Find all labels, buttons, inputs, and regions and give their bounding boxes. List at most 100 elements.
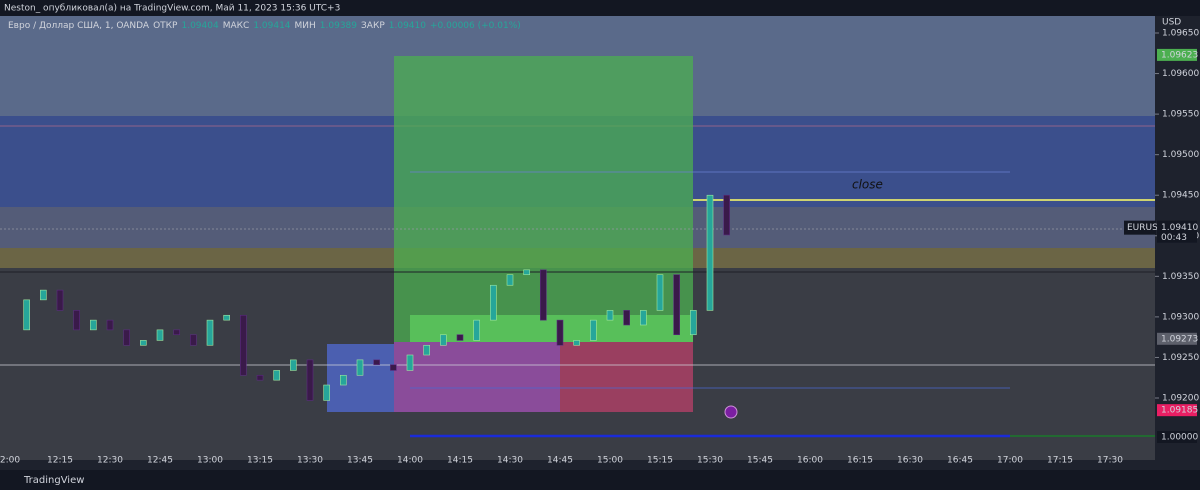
candle: [690, 310, 697, 336]
time-label: 17:30: [1097, 456, 1123, 466]
candle: [673, 274, 680, 336]
price-marker-label: 1.09273: [1161, 334, 1198, 344]
candle: [40, 289, 47, 301]
time-label: 17:00: [997, 456, 1023, 466]
price-label: 1.09350: [1162, 272, 1199, 282]
time-label: 12:15: [47, 456, 73, 466]
time-label: 2:00: [0, 456, 20, 466]
currency: USD: [1162, 18, 1181, 28]
price-marker-label: 1.09185: [1161, 406, 1198, 416]
candle: [73, 310, 80, 331]
legend-close-label: ЗАКР: [361, 21, 385, 31]
candle: [623, 310, 630, 326]
candle: [306, 359, 314, 401]
price-label: 1.09250: [1162, 353, 1199, 363]
price-label: 1.09650: [1162, 29, 1199, 39]
time-label: 13:15: [247, 456, 273, 466]
candle: [540, 269, 547, 321]
time-label: 15:00: [597, 456, 623, 466]
time-label: 15:45: [747, 456, 773, 466]
event-icon[interactable]: [724, 405, 738, 419]
current-price-box: [1157, 220, 1197, 243]
bottom-label: 1.00000: [1161, 433, 1198, 443]
candle: [390, 364, 397, 371]
price-marker: [1157, 48, 1197, 61]
candle: [656, 274, 664, 311]
legend-change: +0.00006 (+0.01%): [430, 21, 521, 31]
legend-low-label: МИН: [295, 21, 316, 31]
candle: [706, 194, 714, 311]
candle: [23, 299, 30, 331]
candle: [356, 359, 364, 376]
current-symbol-box: [1124, 220, 1156, 235]
legend-high: 1.09414: [253, 21, 290, 31]
candle: [373, 359, 380, 366]
price-label: 1.09450: [1162, 191, 1199, 201]
legend-open: 1.09404: [181, 21, 218, 31]
candle: [223, 314, 230, 321]
time-label: 16:30: [897, 456, 923, 466]
time-label: 15:15: [647, 456, 673, 466]
price-label: 1.09300: [1162, 312, 1199, 322]
legend-symbol: Евро / Доллар США, 1, OANDA: [8, 21, 150, 31]
time-label: 12:30: [97, 456, 123, 466]
candle: [640, 310, 647, 326]
price-label: 1.09600: [1162, 69, 1199, 79]
legend-open-label: ОТКР: [153, 21, 178, 31]
candle: [206, 319, 214, 346]
time-label: 16:45: [947, 456, 973, 466]
stop-zone-b: [560, 342, 693, 412]
candle: [523, 269, 530, 276]
price-label: 1.09500: [1162, 150, 1199, 160]
price-label: 1.09200: [1162, 394, 1199, 404]
candle: [190, 334, 197, 346]
candle: [573, 340, 580, 346]
current-symbol: EURUSD: [1127, 223, 1165, 233]
time-label: 14:00: [397, 456, 423, 466]
price-marker-label: 1.09623: [1161, 50, 1198, 60]
candle: [90, 319, 97, 331]
entry-zone: [410, 315, 693, 342]
footer-logo: TradingView: [23, 475, 84, 486]
candle: [106, 319, 114, 331]
publisher: Neston_ опубликовал(а) на TradingView.co…: [4, 4, 340, 14]
time-label: 12:45: [147, 456, 173, 466]
time-label: 13:00: [197, 456, 223, 466]
candle: [123, 329, 130, 346]
candle: [156, 329, 164, 341]
candle: [423, 344, 430, 356]
candle: [490, 284, 497, 321]
price-marker: [1157, 332, 1197, 345]
legend-close: 1.09410: [389, 21, 426, 31]
current-price: 1.09410: [1161, 223, 1198, 233]
time-label: 16:15: [847, 456, 873, 466]
candle: [173, 329, 180, 336]
candle: [473, 319, 480, 341]
annotation: close: [852, 178, 883, 192]
candle: [290, 359, 297, 371]
stop-zone-a: [394, 342, 560, 412]
candle: [140, 340, 147, 346]
candle: [406, 354, 414, 371]
time-label: 16:00: [797, 456, 823, 466]
range-box: [327, 344, 394, 412]
price-label: 1.09550: [1162, 110, 1199, 120]
bottom-marker: [1157, 431, 1197, 443]
candle: [340, 374, 347, 386]
candle: [323, 384, 330, 401]
candle: [240, 314, 247, 376]
countdown: 00:43: [1161, 233, 1187, 243]
time-label: 14:45: [547, 456, 573, 466]
candle: [590, 319, 597, 341]
time-label: 13:30: [297, 456, 323, 466]
candle: [456, 334, 464, 341]
legend-low: 1.09389: [320, 21, 357, 31]
time-label: 15:30: [697, 456, 723, 466]
candle: [256, 374, 264, 381]
candle: [556, 319, 564, 346]
candle: [56, 289, 64, 311]
candle: [440, 334, 447, 346]
price-marker: [1157, 404, 1197, 417]
candle: [723, 194, 730, 236]
time-label: 13:45: [347, 456, 373, 466]
